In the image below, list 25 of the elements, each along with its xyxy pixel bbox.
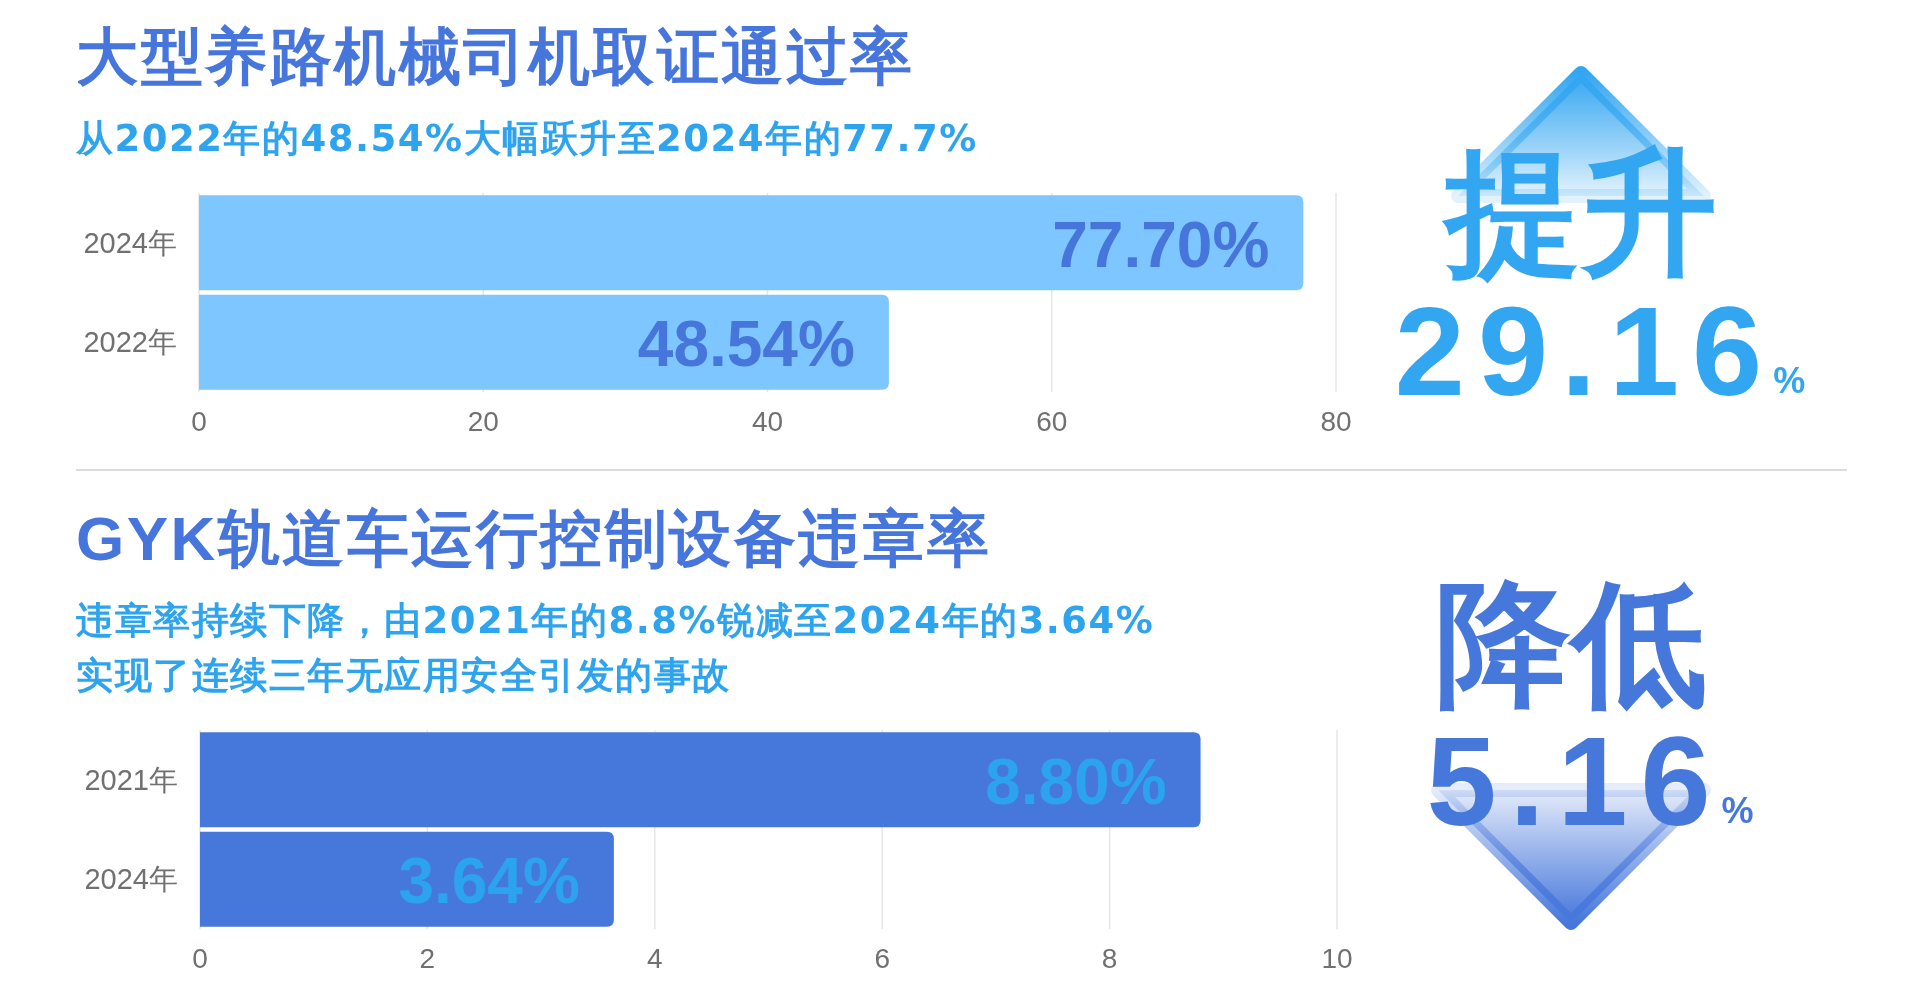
x-tick-label: 80 xyxy=(1320,405,1352,437)
x-tick-label: 4 xyxy=(647,942,663,974)
category-label: 2024年 xyxy=(83,226,177,259)
x-tick-label: 60 xyxy=(1036,405,1068,437)
category-label: 2021年 xyxy=(84,763,178,796)
category-label: 2022年 xyxy=(83,326,177,359)
x-tick-label: 6 xyxy=(874,942,890,974)
x-tick-label: 40 xyxy=(751,405,784,437)
category-label: 2024年 xyxy=(84,863,178,896)
x-tick-label: 0 xyxy=(191,405,207,437)
value-label: 77.70% xyxy=(1052,208,1270,281)
x-tick-label: 8 xyxy=(1101,942,1118,974)
card-unit: % xyxy=(1773,360,1806,401)
subtitle: 实现了连续三年无应用安全引发的事故 xyxy=(76,653,731,697)
card-label: 降低 xyxy=(1435,568,1707,720)
card-unit: % xyxy=(1721,790,1754,831)
value-label: 48.54% xyxy=(637,308,855,381)
x-tick-label: 10 xyxy=(1321,942,1353,974)
title: 大型养路机械司机取证通过率 xyxy=(76,21,915,91)
title: GYK轨道车运行控制设备违章率 xyxy=(76,503,992,573)
subtitle: 违章率持续下降，由2021年的8.8%锐减至2024年的3.64% xyxy=(76,598,1155,642)
subtitle: 从2022年的48.54%大幅跃升至2024年的77.7% xyxy=(76,116,978,160)
x-tick-label: 2 xyxy=(419,942,436,974)
x-tick-label: 20 xyxy=(467,405,499,437)
x-tick-label: 0 xyxy=(192,942,208,974)
